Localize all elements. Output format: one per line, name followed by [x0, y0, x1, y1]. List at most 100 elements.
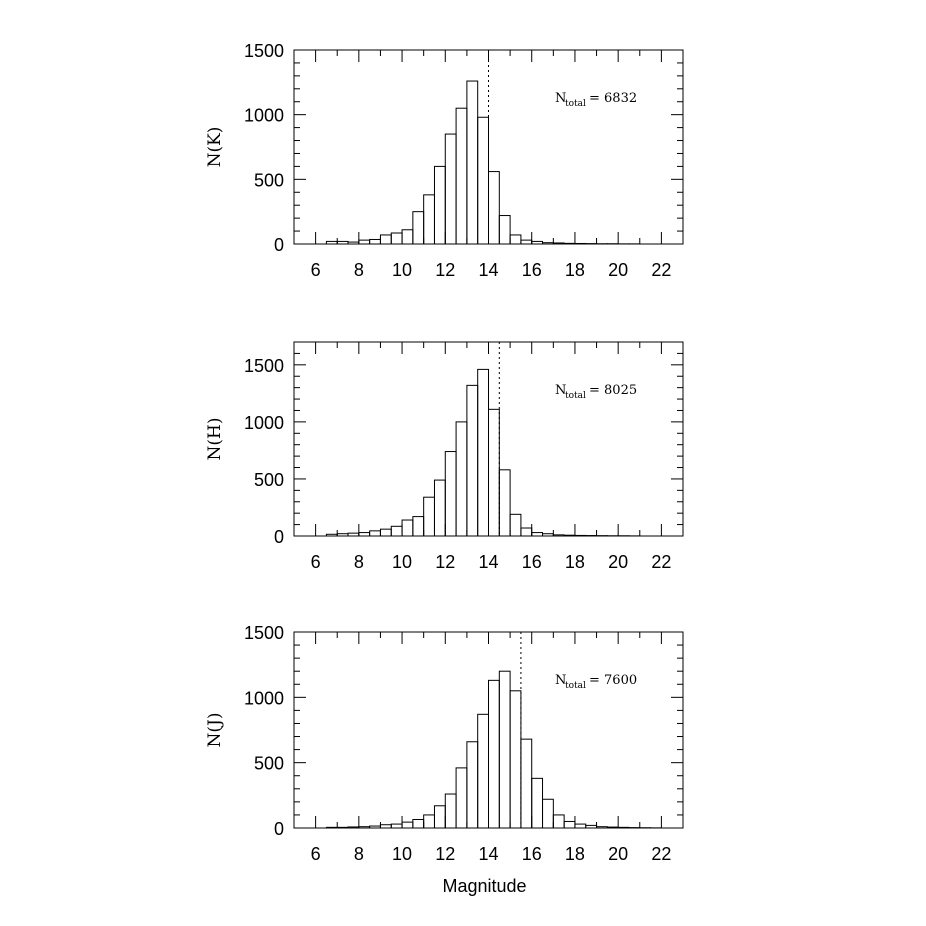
panel-2-bar	[455, 421, 468, 537]
panel-1-bar	[520, 239, 533, 245]
panel-2-xtick-label: 10	[392, 552, 412, 572]
panel-1-xtick-label: 14	[478, 260, 498, 280]
panel-1-bar	[401, 229, 414, 245]
panel-3-bar	[358, 826, 371, 829]
panel-3-bar	[563, 820, 576, 829]
panel-1-bar	[433, 165, 446, 245]
panel-2-bar	[412, 516, 425, 537]
panel-2-bar	[509, 513, 522, 537]
panel-3-bar	[379, 824, 392, 829]
panel-3-bar	[596, 826, 608, 829]
panel-3-ytick-label: 0	[274, 819, 284, 839]
panel-3-bar	[401, 821, 414, 829]
panel-1-xtick-label: 22	[651, 260, 671, 280]
panel-3-xtick-label: 14	[478, 844, 498, 864]
panel-1-bar	[509, 234, 522, 245]
panel-1-ytick-label: 0	[274, 235, 284, 255]
panel-2-bar	[336, 533, 349, 537]
panel-2-bar	[444, 451, 457, 537]
panel-2-bar	[423, 496, 435, 537]
panel-2-xtick-label: 20	[608, 552, 628, 572]
panel-3-bar	[433, 805, 446, 829]
panel-1-bar	[423, 194, 435, 245]
panel-3-bar	[617, 826, 630, 829]
panel-2-xtick-label: 16	[522, 552, 542, 572]
panel-3-annotation-label: N	[555, 673, 566, 688]
panel-1-bar	[412, 211, 425, 245]
panel-3-bar	[466, 741, 479, 829]
panel-2-xtick-label: 12	[435, 552, 455, 572]
panel-1-ytick-label: 500	[254, 170, 284, 190]
panel-3-bar	[444, 793, 457, 829]
panel-3-ylabel: N(J)	[205, 713, 225, 748]
panel-3-bar	[488, 679, 500, 829]
panel-1-bar	[531, 240, 544, 245]
panel-2-bar	[369, 530, 381, 537]
panel-3-bar	[542, 798, 554, 829]
panel-2-annotation-label: N	[555, 383, 566, 398]
panel-1-bar	[379, 234, 392, 245]
panel-3-xtick-label: 6	[311, 844, 321, 864]
panel-2-bar	[488, 408, 500, 537]
panel-1-bar	[325, 240, 338, 245]
panel-1-ytick-label: 1500	[244, 41, 284, 61]
panel-2-xtick-label: 22	[651, 552, 671, 572]
panel-3-xtick-label: 8	[354, 844, 364, 864]
panel-2-bar	[477, 368, 490, 537]
panel-1-annotation-sub: total	[565, 99, 586, 109]
panel-1-bar	[574, 242, 587, 245]
panel-2-bar	[325, 533, 338, 537]
panel-1-ylabel: N(K)	[205, 127, 225, 168]
panel-1-bar	[563, 242, 576, 245]
panel-3-bar	[509, 690, 522, 829]
panel-1-xtick-label: 8	[354, 260, 364, 280]
panel-1-bar	[455, 107, 468, 245]
panel-2-xtick-label: 14	[478, 552, 498, 572]
panel-3-bar	[498, 670, 511, 829]
panel-2-bar	[347, 532, 360, 537]
panel-3-bar	[585, 824, 598, 829]
panel-1-xtick-label: 16	[522, 260, 542, 280]
panel-2-xtick-label: 6	[311, 552, 321, 572]
panel-2-ytick-label: 0	[274, 527, 284, 547]
panel-1-bar	[358, 239, 371, 245]
panel-1-annotation-value: = 6832	[589, 91, 637, 106]
panel-1-bar	[369, 238, 381, 245]
panel-1-bar	[390, 232, 403, 245]
panel-3-bar	[477, 713, 490, 829]
panel-2-bar	[379, 528, 392, 537]
panel-2-ytick-label: 1000	[244, 413, 284, 433]
panel-3-xtick-label: 16	[522, 844, 542, 864]
panel-3-xtick-label: 10	[392, 844, 412, 864]
panel-3-bar	[369, 825, 381, 829]
panel-2-annotation-sub: total	[565, 391, 586, 401]
panel-3-bar	[390, 823, 403, 829]
panel-3-bar	[412, 819, 425, 829]
panel-1-xtick-label: 12	[435, 260, 455, 280]
panel-2-bar	[390, 525, 403, 537]
panel-2-bar	[542, 533, 554, 537]
panel-2-bar	[520, 527, 533, 537]
panel-3-bar	[574, 823, 587, 829]
panel-1-xtick-label: 6	[311, 260, 321, 280]
panel-1-xtick-label: 20	[608, 260, 628, 280]
panel-1-annotation-label: N	[555, 91, 566, 106]
panel-3-bar	[336, 826, 349, 829]
panel-2-bar	[552, 534, 565, 537]
panel-3-ytick-label: 500	[254, 754, 284, 774]
panel-1-bar	[336, 240, 349, 245]
panel-3-xtick-label: 12	[435, 844, 455, 864]
panel-3-xtick-label: 22	[651, 844, 671, 864]
panel-3-ytick-label: 1500	[244, 623, 284, 643]
panel-2-bar	[574, 534, 587, 537]
panel-2-ylabel: N(H)	[205, 418, 225, 461]
panel-3-xtick-label: 18	[565, 844, 585, 864]
panel-1-xtick-label: 18	[565, 260, 585, 280]
panel-2-annotation-value: = 8025	[589, 383, 637, 398]
panel-3-xtick-label: 20	[608, 844, 628, 864]
panel-1-xtick-label: 10	[392, 260, 412, 280]
panel-1-ytick-label: 1000	[244, 106, 284, 126]
panel-2-bar	[563, 534, 576, 537]
panel-2-ytick-label: 500	[254, 470, 284, 490]
panel-1-bar	[552, 242, 565, 245]
